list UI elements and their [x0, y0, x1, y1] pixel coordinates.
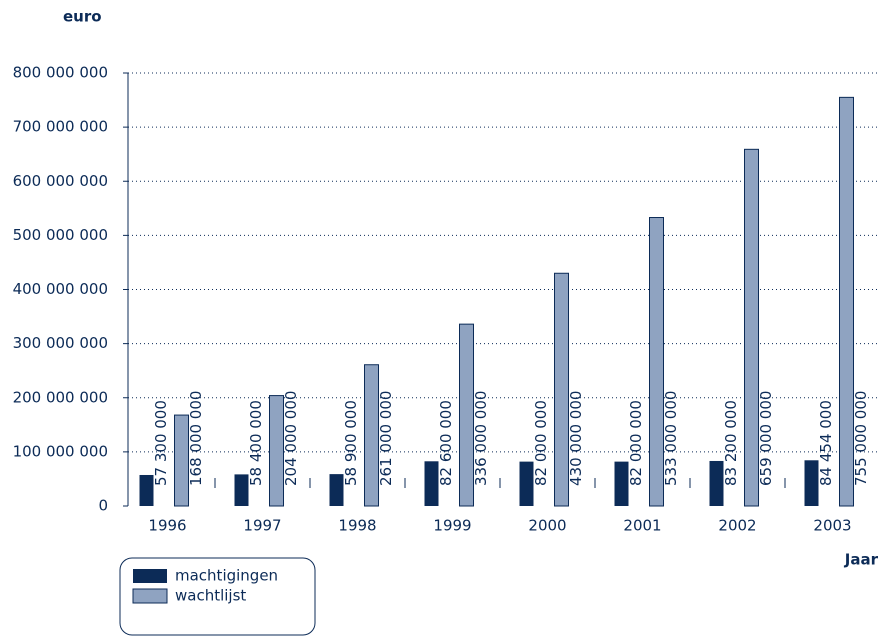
x-tick-label: 1998 — [338, 517, 376, 535]
value-label: 336 000 000 — [472, 391, 490, 486]
value-label: 168 000 000 — [187, 391, 205, 486]
x-tick-label: 2001 — [623, 517, 661, 535]
bar — [139, 474, 154, 506]
legend-label: machtigingen — [175, 567, 278, 585]
legend-swatch — [132, 588, 168, 604]
value-label: 58 400 000 — [247, 400, 265, 486]
legend-label: wachtlijst — [175, 587, 246, 605]
bar — [329, 474, 344, 506]
bar — [234, 474, 249, 506]
y-tick-label: 600 000 000 — [13, 172, 108, 190]
value-label: 82 000 000 — [532, 400, 550, 486]
x-tick-label: 1999 — [433, 517, 471, 535]
bar — [554, 272, 569, 507]
bar — [709, 460, 724, 506]
x-tick-label: 2000 — [528, 517, 566, 535]
y-tick-label: 800 000 000 — [13, 64, 108, 82]
bar — [519, 461, 534, 506]
y-tick-label: 700 000 000 — [13, 118, 108, 136]
bar — [744, 148, 759, 507]
value-label: 82 600 000 — [437, 400, 455, 486]
bar — [614, 461, 629, 506]
x-axis-title: Jaar — [844, 551, 879, 569]
legend-box — [119, 557, 316, 636]
x-tick-label: 1997 — [243, 517, 281, 535]
y-tick-label: 300 000 000 — [13, 334, 108, 352]
bar — [459, 323, 474, 507]
value-label: 204 000 000 — [282, 391, 300, 486]
y-tick-label: 100 000 000 — [13, 442, 108, 460]
bar — [424, 461, 439, 506]
value-label: 58 900 000 — [342, 400, 360, 486]
value-label: 82 000 000 — [627, 400, 645, 486]
bar — [839, 96, 854, 507]
x-tick-label: 2003 — [813, 517, 851, 535]
y-tick-label: 200 000 000 — [13, 388, 108, 406]
value-label: 84 454 000 — [817, 400, 835, 486]
bar — [649, 217, 664, 507]
value-label: 57 300 000 — [152, 400, 170, 486]
x-tick-label: 1996 — [148, 517, 186, 535]
y-tick-label: 400 000 000 — [13, 280, 108, 298]
bar — [174, 414, 189, 507]
y-tick-label: 0 — [98, 497, 108, 515]
value-label: 83 200 000 — [722, 400, 740, 486]
bar — [364, 364, 379, 507]
bar — [804, 460, 819, 506]
value-label: 430 000 000 — [567, 391, 585, 486]
value-label: 533 000 000 — [662, 391, 680, 486]
y-tick-label: 500 000 000 — [13, 226, 108, 244]
value-label: 659 000 000 — [757, 391, 775, 486]
value-label: 261 000 000 — [377, 391, 395, 486]
x-tick-label: 2002 — [718, 517, 756, 535]
y-axis-title: euro — [63, 8, 102, 26]
bar — [269, 395, 284, 507]
value-label: 755 000 000 — [852, 391, 870, 486]
legend-swatch — [133, 569, 167, 583]
